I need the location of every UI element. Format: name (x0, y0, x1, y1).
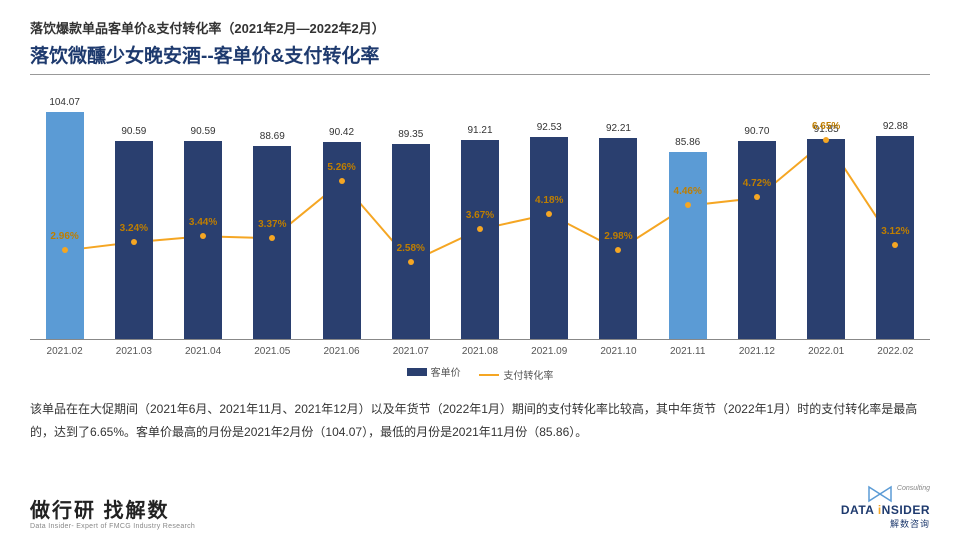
header: 落饮爆款单品客单价&支付转化率（2021年2月—2022年2月） 落饮微醺少女晚… (0, 0, 960, 75)
line-point (823, 137, 829, 143)
bar-value-label: 92.53 (519, 122, 579, 133)
x-tick: 2021.10 (600, 346, 636, 357)
footer-brand: DATA iNSIDER (841, 503, 930, 517)
x-tick: 2021.12 (739, 346, 775, 357)
bar-value-label: 104.07 (35, 97, 95, 108)
legend-swatch-line (479, 374, 499, 376)
line-point (339, 178, 345, 184)
bar-value-label: 92.88 (865, 121, 925, 132)
x-tick: 2022.02 (877, 346, 913, 357)
x-tick: 2021.02 (47, 346, 83, 357)
legend-label-bar: 客单价 (431, 364, 461, 379)
line-point (200, 233, 206, 239)
line-value-label: 3.44% (189, 217, 217, 228)
footer: 做行研 找解数 Data Insider- Expert of FMCG Ind… (30, 485, 930, 530)
bar-value-label: 90.42 (312, 127, 372, 138)
line-point (477, 226, 483, 232)
bar (392, 144, 430, 339)
x-tick: 2021.11 (670, 346, 705, 357)
bar (876, 136, 914, 339)
bar (46, 112, 84, 339)
bar-value-label: 90.70 (727, 126, 787, 137)
brand-post: NSIDER (882, 503, 930, 517)
line-point (131, 239, 137, 245)
line-value-label: 3.67% (466, 210, 494, 221)
bowtie-icon (867, 485, 893, 503)
bar-value-label: 90.59 (104, 126, 164, 137)
footer-right: Consulting DATA iNSIDER 解数咨询 (841, 485, 930, 530)
description-text: 该单品在在大促期间（2021年6月、2021年11月、2021年12月）以及年货… (30, 398, 930, 444)
line-point (546, 211, 552, 217)
line-value-label: 2.98% (604, 231, 632, 242)
line-value-label: 6.65% (812, 121, 840, 132)
footer-left: 做行研 找解数 Data Insider- Expert of FMCG Ind… (30, 494, 195, 530)
bar-value-label: 88.69 (242, 131, 302, 142)
line-point (62, 247, 68, 253)
legend-label-line: 支付转化率 (503, 367, 553, 382)
x-tick: 2021.06 (323, 346, 359, 357)
line-value-label: 2.58% (397, 243, 425, 254)
line-value-label: 4.72% (743, 178, 771, 189)
bar (184, 141, 222, 339)
bar (461, 140, 499, 339)
x-tick: 2021.05 (254, 346, 290, 357)
line-point (408, 259, 414, 265)
line-value-label: 4.18% (535, 195, 563, 206)
bar (253, 146, 291, 340)
combo-chart: 104.07 2.96% 90.59 3.24% 90.59 3.44% 88.69 3.37… (30, 100, 930, 380)
bar-value-label: 89.35 (381, 129, 441, 140)
plot-area: 104.07 2.96% 90.59 3.24% 90.59 3.44% 88.69 3.37… (30, 100, 930, 340)
line-value-label: 3.24% (120, 223, 148, 234)
line-point (892, 242, 898, 248)
bar-value-label: 85.86 (658, 137, 718, 148)
x-tick: 2021.03 (116, 346, 152, 357)
bar-value-label: 92.21 (588, 123, 648, 134)
legend-swatch-bar (407, 368, 427, 376)
brand-pre: DATA (841, 503, 878, 517)
footer-consulting: Consulting (897, 485, 930, 492)
x-tick: 2022.01 (808, 346, 844, 357)
line-point (615, 247, 621, 253)
bar (669, 152, 707, 339)
line-point (685, 202, 691, 208)
footer-subslogan: Data Insider- Expert of FMCG Industry Re… (30, 523, 195, 530)
legend-line: 支付转化率 (479, 367, 553, 382)
bar-value-label: 90.59 (173, 126, 233, 137)
bar (738, 141, 776, 339)
line-value-label: 4.46% (674, 186, 702, 197)
x-axis: 2021.02 2021.03 2021.04 2021.05 2021.06 2021.… (30, 340, 930, 360)
legend: 客单价 支付转化率 (30, 364, 930, 382)
footer-brand-sub: 解数咨询 (841, 517, 930, 530)
bar (530, 137, 568, 339)
bar-value-label: 91.21 (450, 125, 510, 136)
line-point (269, 235, 275, 241)
line-point (754, 194, 760, 200)
bar (807, 139, 845, 339)
x-tick: 2021.07 (393, 346, 429, 357)
line-value-label: 5.26% (327, 162, 355, 173)
x-tick: 2021.04 (185, 346, 221, 357)
x-tick: 2021.09 (531, 346, 567, 357)
title: 落饮微醺少女晚安酒--客单价&支付转化率 (30, 41, 930, 75)
x-tick: 2021.08 (462, 346, 498, 357)
subtitle: 落饮爆款单品客单价&支付转化率（2021年2月—2022年2月） (30, 18, 930, 37)
line-value-label: 3.12% (881, 226, 909, 237)
line-value-label: 3.37% (258, 219, 286, 230)
footer-slogan: 做行研 找解数 (30, 494, 195, 523)
legend-bars: 客单价 (407, 364, 461, 379)
line-value-label: 2.96% (50, 231, 78, 242)
